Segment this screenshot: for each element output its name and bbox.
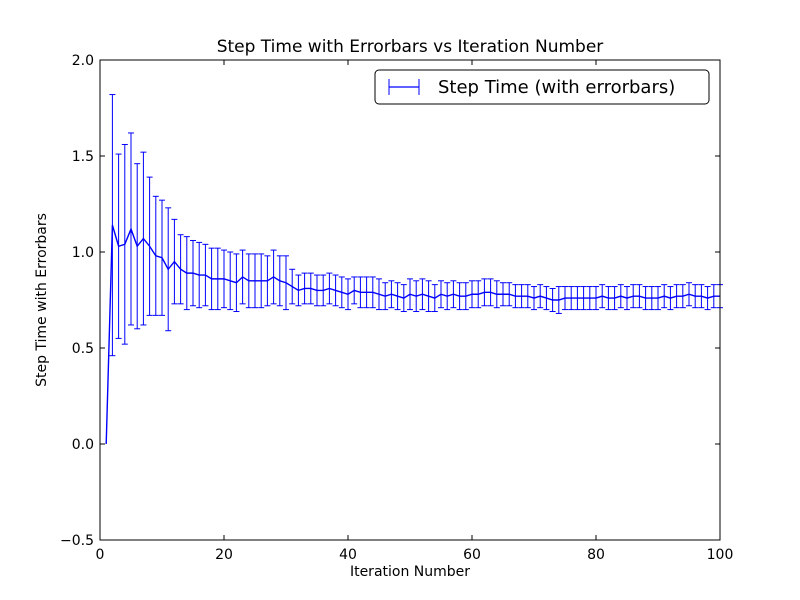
legend: Step Time (with errorbars) (374, 69, 710, 105)
y-axis-label: Step Time with Errorbars (34, 213, 50, 387)
legend-label: Step Time (with errorbars) (438, 77, 675, 98)
x-axis-label: Iteration Number (350, 564, 470, 580)
plot-frame (99, 59, 721, 541)
x-tick-label: 60 (463, 547, 481, 563)
y-tick-label: 0.0 (72, 437, 94, 453)
y-tick-label: 1.0 (72, 245, 94, 261)
series-group (105, 94, 723, 445)
x-tick-label: 0 (96, 547, 105, 563)
x-tick-label: 40 (339, 547, 357, 563)
x-tick-label: 80 (587, 547, 605, 563)
x-tick-label: 100 (707, 547, 734, 563)
y-tick-label: 2.0 (72, 53, 94, 69)
y-tick-label: 0.5 (72, 341, 94, 357)
x-tick-label: 20 (215, 547, 233, 563)
chart-title: Step Time with Errorbars vs Iteration Nu… (217, 37, 604, 57)
y-tick-label: 1.5 (72, 149, 94, 165)
legend-errorbar-icon (388, 79, 420, 95)
series-line (105, 224, 720, 445)
series-layer (105, 94, 723, 445)
ticks-layer: 0 20 40 60 80 100 −0.5 0.0 0.5 1.0 1.5 2.0 (60, 53, 733, 563)
legend-box (374, 69, 710, 105)
y-tick-label: −0.5 (60, 533, 94, 549)
